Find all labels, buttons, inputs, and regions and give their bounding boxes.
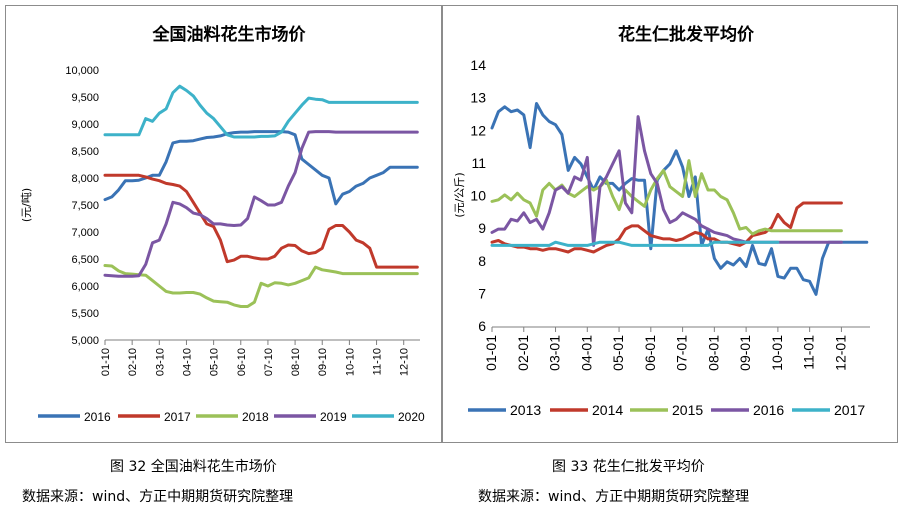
y-tick-label: 6 (478, 318, 486, 334)
figure-caption-left: 图 32 全国油料花生市场价 (110, 459, 277, 475)
y-tick-label: 6,500 (71, 254, 99, 266)
chart-panel-left (5, 5, 442, 443)
series-line-2017 (490, 240, 780, 247)
chart-title: 全国油料花生市场价 (152, 24, 307, 45)
chart-title: 花生仁批发平均价 (618, 24, 755, 45)
y-tick-label: 5,000 (71, 335, 99, 347)
series-line-2019 (103, 130, 419, 278)
series-line-2020 (103, 84, 419, 139)
x-tick-label: 02-01 (515, 335, 531, 371)
y-tick-label: 5,500 (71, 308, 99, 320)
legend-label-2016: 2016 (753, 402, 784, 418)
x-tick-label: 10-01 (769, 335, 785, 371)
y-tick-label: 8 (478, 253, 486, 269)
y-tick-label: 9,500 (71, 92, 99, 104)
x-tick-label: 11-10 (372, 348, 384, 375)
chart-panel-right (442, 5, 898, 443)
y-tick-label: 10 (470, 188, 486, 204)
y-tick-label: 10,000 (65, 65, 99, 77)
x-tick-label: 03-01 (547, 335, 563, 371)
legend-label-2014: 2014 (592, 402, 623, 418)
y-tick-label: 8,000 (71, 173, 99, 185)
y-tick-label: 12 (470, 122, 486, 138)
x-tick-label: 04-01 (578, 335, 594, 371)
x-tick-label: 12-01 (832, 335, 848, 371)
x-tick-label: 01-01 (483, 335, 499, 371)
series-line-2017 (103, 173, 419, 269)
x-tick-label: 01-10 (100, 348, 112, 376)
x-tick-label: 08-01 (705, 335, 721, 371)
x-tick-label: 09-10 (317, 348, 329, 376)
chart-right: 花生仁批发平均价 (元/公斤) 6 7 8 9 10 11 12 13 14 01-01 02-01 03… (453, 24, 870, 418)
legend-label-2015: 2015 (672, 402, 703, 418)
x-tick-label: 05-01 (610, 335, 626, 371)
x-tick-label: 06-10 (236, 348, 248, 376)
y-tick-label: 14 (470, 57, 486, 73)
y-tick-label: 7 (478, 285, 486, 301)
legend-label-2017: 2017 (164, 410, 191, 424)
y-axis-label: (元/吨) (20, 188, 33, 222)
y-tick-label: 9 (478, 220, 486, 236)
y-tick-label: 7,000 (71, 227, 99, 239)
legend-label-2017: 2017 (834, 402, 865, 418)
x-tick-label: 02-10 (127, 348, 139, 376)
y-tick-label: 11 (471, 155, 486, 171)
x-tick-label: 12-10 (399, 348, 411, 376)
y-tick-label: 6,000 (71, 281, 99, 293)
data-source-left: 数据来源：wind、方正中期期货研究院整理 (22, 489, 294, 505)
x-tick-label: 06-01 (642, 335, 658, 371)
x-tick-label: 08-10 (290, 348, 302, 376)
figure-caption-right: 图 33 花生仁批发平均价 (552, 459, 705, 475)
chart-left: 全国油料花生市场价 (元/吨) 5,000 5,500 6,000 6,500 7,000 7… (20, 24, 425, 424)
x-tick-label: 11-01 (801, 335, 817, 370)
x-tick-label: 10-10 (344, 348, 356, 376)
x-tick-label: 05-10 (209, 348, 221, 376)
series-line-2014 (490, 201, 843, 254)
x-tick-label: 07-10 (263, 348, 275, 376)
series-line-2013 (490, 102, 869, 296)
legend-label-2016: 2016 (84, 410, 111, 424)
series-line-2016 (490, 115, 843, 247)
series-line-2016 (103, 130, 419, 206)
legend-label-2019: 2019 (320, 410, 347, 424)
y-tick-label: 7,500 (71, 200, 99, 212)
series-line-2018 (103, 264, 419, 308)
legend-label-2013: 2013 (510, 402, 541, 418)
x-tick-label: 03-10 (154, 348, 166, 376)
series-line-2015 (490, 159, 843, 236)
x-tick-label: 07-01 (674, 335, 690, 371)
y-tick-label: 13 (470, 90, 486, 106)
y-tick-label: 9,000 (71, 119, 99, 131)
x-tick-label: 09-01 (737, 335, 753, 371)
legend-label-2020: 2020 (398, 410, 425, 424)
y-axis-label: (元/公斤) (453, 172, 466, 217)
data-source-right: 数据来源：wind、方正中期期货研究院整理 (478, 489, 750, 505)
legend-label-2018: 2018 (242, 410, 269, 424)
y-tick-label: 8,500 (71, 146, 99, 158)
x-tick-label: 04-10 (181, 348, 193, 376)
